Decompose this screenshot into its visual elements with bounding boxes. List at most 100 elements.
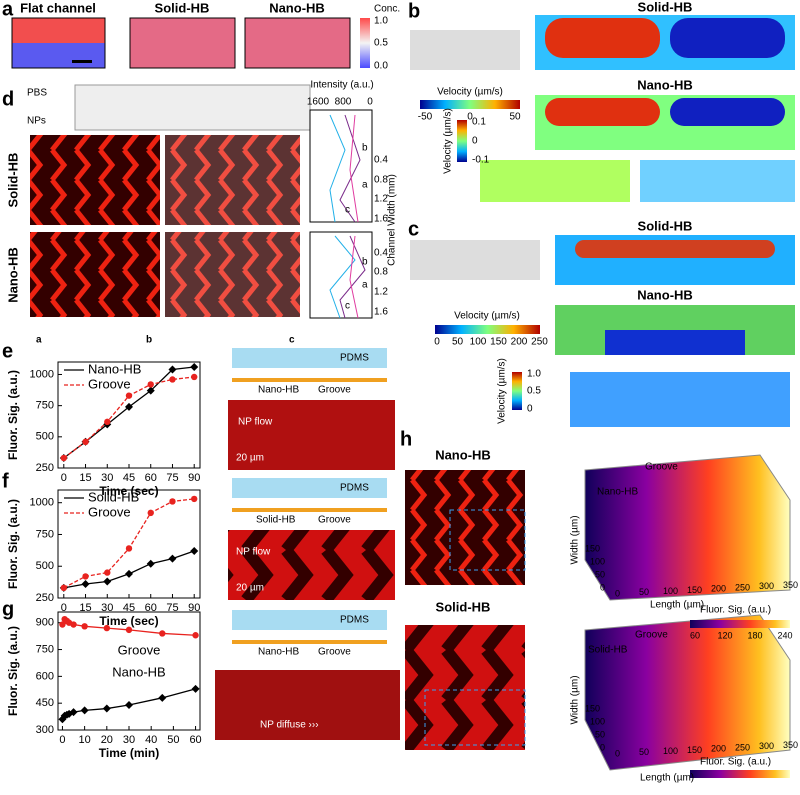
label: PDMS [340, 353, 369, 364]
label: Nano-HB [637, 287, 693, 302]
label: 0 [600, 742, 605, 752]
label: Solid-HB [588, 645, 628, 656]
label: 120 [717, 630, 732, 640]
label: 1.6 [374, 214, 388, 225]
marker [125, 545, 133, 552]
label: PDMS [340, 615, 369, 626]
label: 0.0 [374, 61, 388, 72]
x-tick-label: 60 [145, 602, 157, 614]
marker [82, 438, 89, 446]
label: 350 [783, 740, 798, 750]
x-tick-label: 90 [188, 602, 200, 614]
label: 0 [600, 582, 605, 592]
label: 0.1 [472, 117, 486, 128]
label: b [146, 335, 152, 346]
y-tick-label: 500 [36, 431, 54, 443]
label: b [362, 143, 368, 154]
label: 350 [783, 580, 798, 590]
label: NP diffuse ››› [260, 720, 319, 731]
label: 100 [663, 586, 678, 596]
label: 0.5 [527, 386, 541, 397]
x-tick-label: 90 [188, 472, 200, 484]
marker [103, 624, 111, 632]
x-axis-label: Time (sec) [99, 484, 158, 498]
label: NP flow [238, 417, 273, 428]
x-tick-label: 30 [101, 602, 113, 614]
marker [146, 386, 155, 395]
label: 1.2 [374, 287, 388, 298]
y-tick-label: 600 [36, 670, 54, 682]
label: Nano-HB [637, 77, 693, 92]
marker [69, 708, 78, 717]
marker [60, 584, 67, 592]
label: PBS [27, 88, 47, 99]
label: 250 [735, 582, 750, 592]
y-tick-label: 450 [36, 697, 54, 709]
label: -50 [418, 112, 433, 123]
marker [146, 559, 155, 568]
x-tick-label: 30 [123, 734, 135, 746]
marker [168, 554, 177, 563]
label: 0 [615, 748, 620, 758]
series-label: Groove [118, 643, 161, 658]
marker [169, 498, 176, 505]
label: Width (µm) [570, 515, 581, 564]
label: Solid-HB [256, 515, 296, 526]
label: Intensity (a.u.) [310, 80, 373, 91]
label: Solid-HB [436, 599, 491, 614]
label: b [362, 257, 368, 268]
label: a [2, 0, 14, 20]
marker [191, 495, 198, 503]
label: 150 [687, 745, 702, 755]
marker [169, 376, 176, 383]
label: c [289, 335, 295, 346]
y-tick-label: 1000 [30, 497, 54, 509]
label: 100 [590, 716, 605, 726]
label: 300 [759, 581, 774, 591]
label: a [362, 180, 368, 191]
label: Velocity (µm/s) [454, 311, 520, 322]
label: b [408, 0, 420, 22]
marker [168, 365, 177, 374]
label: 20 µm [236, 583, 264, 594]
label: Groove [318, 647, 351, 658]
marker [104, 418, 111, 426]
y-axis-label: Fluor. Sig. (a.u.) [6, 499, 20, 589]
label: Conc. [374, 4, 400, 15]
label: 50 [509, 112, 521, 123]
y-tick-label: 750 [36, 643, 54, 655]
label: 0 [434, 337, 440, 348]
label: d [2, 88, 14, 110]
marker [82, 573, 89, 580]
marker [159, 630, 166, 637]
label: 0.5 [374, 38, 388, 49]
label: 60 [690, 630, 700, 640]
y-tick-label: 500 [36, 560, 54, 572]
label: 50 [452, 337, 464, 348]
marker [59, 621, 66, 628]
label: 50 [595, 729, 605, 739]
marker [80, 706, 89, 715]
y-tick-label: 750 [36, 528, 54, 540]
label: 180 [747, 630, 762, 640]
label: 1.2 [374, 194, 388, 205]
marker [102, 704, 111, 713]
label: 1.0 [527, 369, 541, 380]
label: 1600 [307, 97, 330, 108]
legend-label: Groove [88, 504, 131, 519]
label: Fluor. Sig. (a.u.) [700, 605, 771, 616]
x-tick-label: 45 [123, 602, 135, 614]
label: 240 [777, 630, 792, 640]
legend-label: Groove [88, 376, 131, 391]
legend-label: Solid-HB [88, 489, 139, 504]
label: Solid-HB [638, 218, 693, 233]
x-tick-label: 15 [79, 472, 91, 484]
label: 0.4 [374, 155, 388, 166]
y-tick-label: 750 [36, 400, 54, 412]
series-label: Nano-HB [112, 664, 165, 679]
x-tick-label: 40 [145, 734, 157, 746]
label: 100 [590, 556, 605, 566]
y-axis-label: Fluor. Sig. (a.u.) [6, 626, 20, 716]
label: 0 [527, 404, 533, 415]
label: Groove [318, 515, 351, 526]
